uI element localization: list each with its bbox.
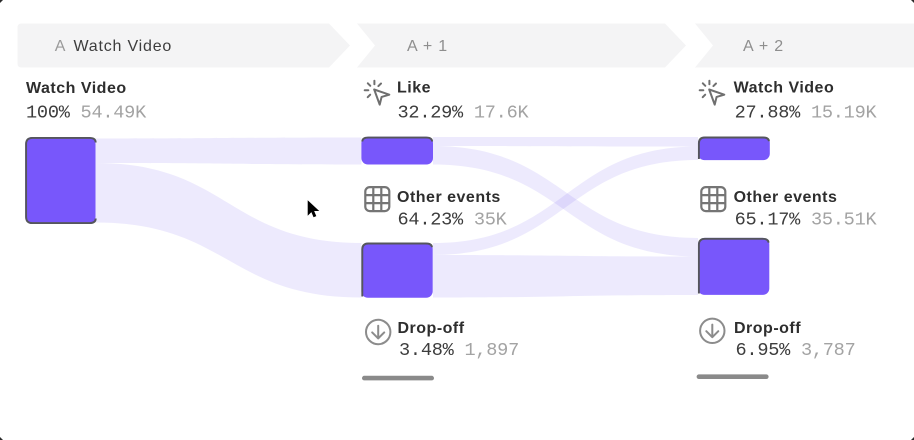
svg-text:Other events: Other events	[397, 189, 501, 206]
svg-text:64.23% 35K: 64.23% 35K	[398, 210, 508, 231]
svg-text:Drop-off: Drop-off	[398, 320, 465, 337]
svg-text:6.95% 3,787: 6.95% 3,787	[736, 340, 856, 361]
svg-text:65.17% 35.51K: 65.17% 35.51K	[735, 210, 878, 231]
svg-text:100% 54.49K: 100% 54.49K	[26, 103, 147, 124]
svg-text:27.88% 15.19K: 27.88% 15.19K	[735, 103, 878, 124]
svg-text:3.48% 1,897: 3.48% 1,897	[399, 340, 519, 361]
svg-text:Like: Like	[397, 80, 431, 97]
svg-text:Watch Video: Watch Video	[74, 38, 173, 55]
svg-text:Other events: Other events	[734, 189, 838, 206]
svg-text:A + 2: A + 2	[743, 38, 784, 55]
svg-text:Drop-off: Drop-off	[734, 320, 801, 337]
svg-text:Watch Video: Watch Video	[734, 80, 835, 97]
svg-text:A: A	[55, 38, 66, 55]
svg-text:Watch Video: Watch Video	[26, 80, 127, 97]
svg-text:A + 1: A + 1	[407, 38, 448, 55]
svg-text:32.29% 17.6K: 32.29% 17.6K	[398, 103, 530, 124]
